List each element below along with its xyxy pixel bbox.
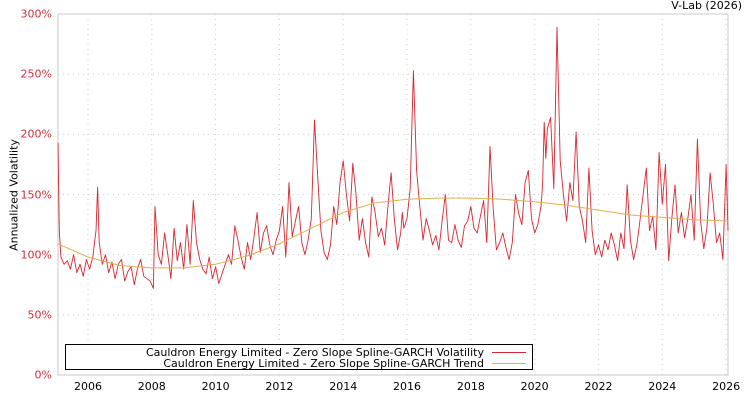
legend-item-volatility: Cauldron Energy Limited - Zero Slope Spl…	[146, 346, 526, 359]
y-tick: 100%	[20, 248, 52, 262]
y-tick: 0%	[34, 368, 52, 382]
x-tick: 2014	[329, 380, 358, 393]
trend-line	[57, 197, 729, 269]
x-tick: 2008	[137, 380, 166, 393]
y-tick: 200%	[20, 127, 52, 141]
y-tick: 150%	[20, 188, 52, 201]
y-tick: 250%	[20, 67, 52, 81]
legend-item-trend: Cauldron Energy Limited - Zero Slope Spl…	[163, 357, 526, 370]
y-tick: 50%	[27, 308, 52, 322]
legend-label: Cauldron Energy Limited - Zero Slope Spl…	[163, 357, 484, 370]
x-tick: 2006	[73, 380, 102, 393]
x-tick: 2018	[456, 380, 485, 393]
x-tick: 2016	[393, 380, 422, 393]
x-tick: 2022	[584, 380, 613, 393]
x-tick: 2020	[520, 380, 549, 393]
chart-legend: Cauldron Energy Limited - Zero Slope Spl…	[65, 344, 533, 370]
legend-line-icon	[492, 352, 526, 353]
plot-area-border	[57, 13, 729, 376]
y-tick: 300%	[20, 7, 52, 21]
volatility-line	[57, 26, 729, 289]
legend-label: Cauldron Energy Limited - Zero Slope Spl…	[145, 346, 484, 359]
y-axis-label: Annualized Volatility	[7, 139, 21, 251]
chart-credit: V-Lab (2026)	[671, 0, 742, 12]
series-layer	[57, 26, 729, 289]
x-tick: 2012	[265, 380, 294, 393]
legend-line-icon	[492, 363, 526, 364]
x-tick: 2024	[648, 380, 677, 393]
x-tick: 2026	[712, 380, 741, 393]
x-tick: 2010	[201, 380, 230, 393]
